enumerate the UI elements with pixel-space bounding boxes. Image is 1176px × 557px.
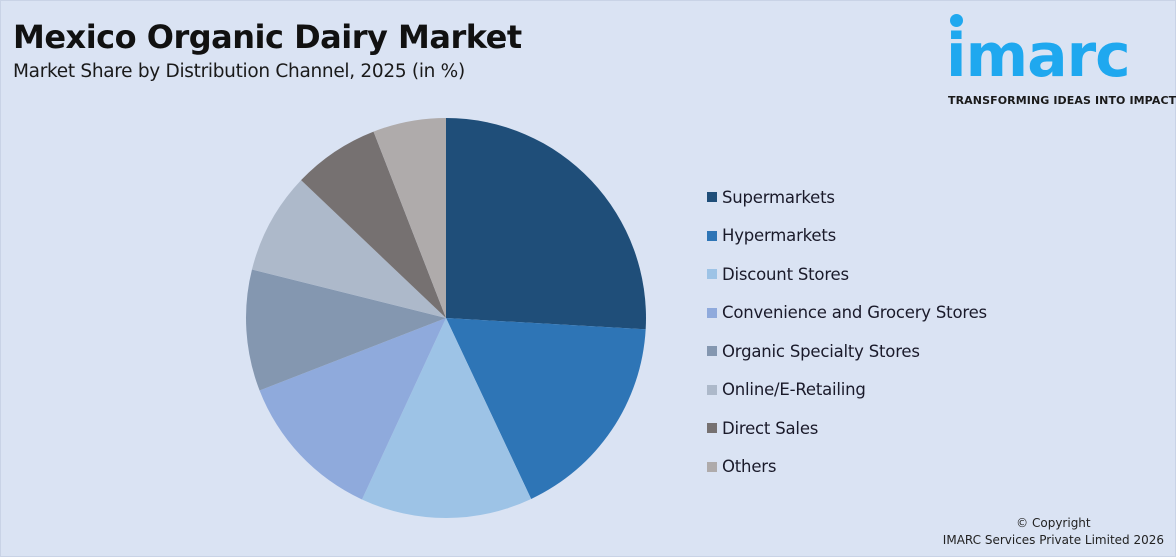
pie-slice-online-e-retailing xyxy=(251,180,446,318)
copyright-line-1: © Copyright xyxy=(1016,516,1091,530)
legend-label: Supermarkets xyxy=(722,187,835,207)
legend-label: Others xyxy=(722,457,777,477)
legend-label: Organic Specialty Stores xyxy=(722,341,920,361)
chart-subtitle: Market Share by Distribution Channel, 20… xyxy=(13,61,465,82)
chart-title: Mexico Organic Dairy Market xyxy=(13,18,522,56)
legend-item: Convenience and Grocery Stores xyxy=(707,294,987,333)
legend-item: Supermarkets xyxy=(707,178,987,217)
logo-dot-icon xyxy=(950,14,963,27)
legend-label: Online/E-Retailing xyxy=(722,380,866,400)
pie-slice-others xyxy=(373,118,446,318)
legend-swatch-icon xyxy=(707,384,717,395)
legend-swatch-icon xyxy=(707,192,717,203)
pie-slice-hypermarkets xyxy=(446,318,646,499)
legend-swatch-icon xyxy=(707,230,717,241)
legend-label: Discount Stores xyxy=(722,264,849,284)
imarc-logo: imarc TRANSFORMING IDEAS INTO IMPACT xyxy=(946,10,1176,110)
legend-label: Convenience and Grocery Stores xyxy=(722,303,987,323)
legend-swatch-icon xyxy=(707,269,717,280)
legend-item: Hypermarkets xyxy=(707,217,987,256)
legend-label: Hypermarkets xyxy=(722,226,837,246)
legend-item: Organic Specialty Stores xyxy=(707,332,987,371)
legend-swatch-icon xyxy=(707,461,717,472)
legend-item: Others xyxy=(707,448,987,487)
legend-item: Discount Stores xyxy=(707,255,987,294)
legend-item: Online/E-Retailing xyxy=(707,371,987,410)
pie-slice-supermarkets xyxy=(446,118,646,330)
pie-slice-organic-specialty-stores xyxy=(246,269,446,391)
legend-swatch-icon xyxy=(707,423,717,434)
logo-wordmark: imarc xyxy=(946,21,1131,91)
legend-swatch-icon xyxy=(707,307,717,318)
pie-slice-convenience-and-grocery-stores xyxy=(259,318,446,500)
pie-slice-discount-stores xyxy=(361,318,532,518)
pie-slice-direct-sales xyxy=(301,131,446,318)
copyright: © Copyright IMARC Services Private Limit… xyxy=(943,515,1164,549)
logo-tagline: TRANSFORMING IDEAS INTO IMPACT xyxy=(948,94,1176,107)
chart-legend: Supermarkets Hypermarkets Discount Stores C… xyxy=(707,178,987,486)
legend-swatch-icon xyxy=(707,346,717,357)
legend-item: Direct Sales xyxy=(707,409,987,448)
copyright-line-2: IMARC Services Private Limited 2026 xyxy=(942,533,1164,547)
legend-label: Direct Sales xyxy=(722,418,819,438)
